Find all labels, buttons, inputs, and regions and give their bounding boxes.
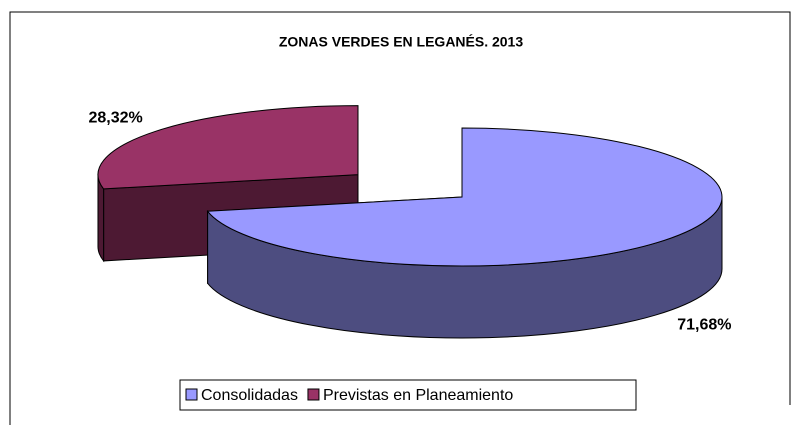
slice xyxy=(206,127,723,267)
data-label: 71,68% xyxy=(677,317,731,334)
legend-box xyxy=(179,379,637,411)
legend-swatch xyxy=(185,388,198,401)
legend-label: Consolidadas xyxy=(201,387,298,404)
chart-title: ZONAS VERDES EN LEGANÉS. 2013 xyxy=(279,34,524,50)
legend-swatch xyxy=(307,388,320,401)
data-label: 28,32% xyxy=(88,109,142,126)
chart-frame xyxy=(9,11,791,425)
slice xyxy=(97,105,359,190)
legend-label: Previstas en Planeamiento xyxy=(323,387,513,404)
